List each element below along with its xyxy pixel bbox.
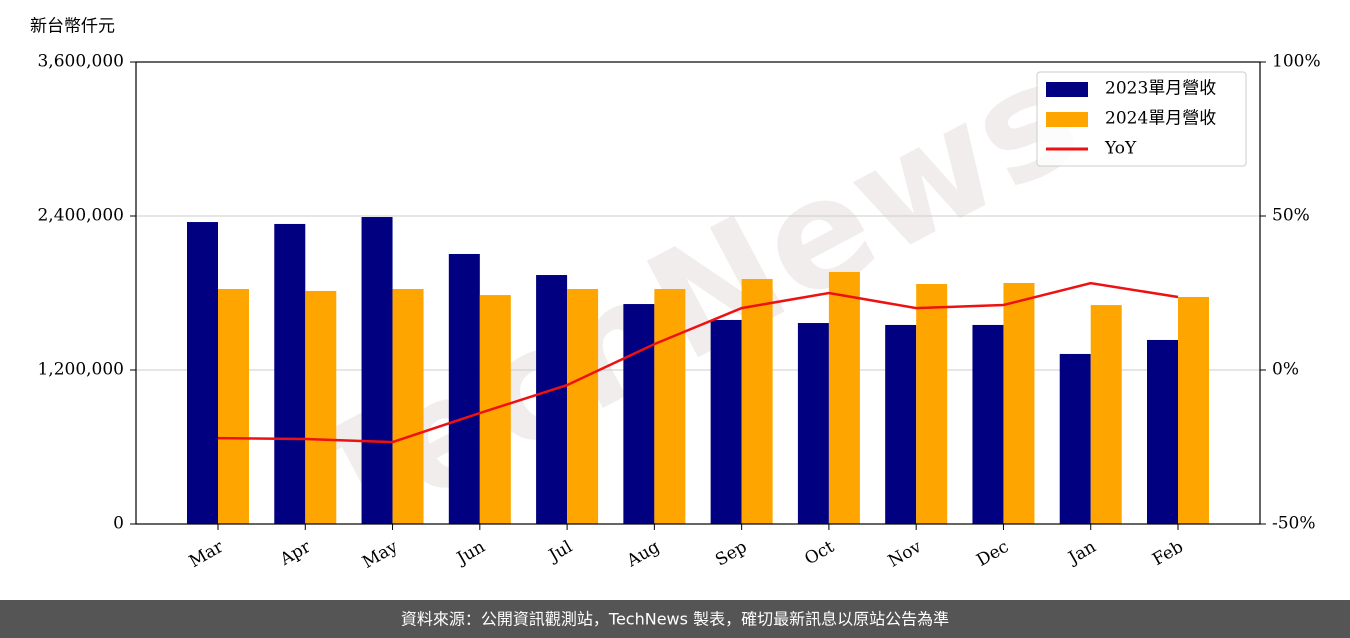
y-tick-label: 0 bbox=[113, 514, 124, 534]
footer-bar bbox=[0, 600, 1350, 638]
bar bbox=[710, 319, 742, 524]
y-tick-label: 1,200,000 bbox=[37, 360, 124, 380]
bar bbox=[392, 289, 424, 524]
x-tick-label: Sep bbox=[712, 537, 750, 571]
bar bbox=[797, 323, 829, 524]
footer: 資料來源：公開資訊觀測站，TechNews 製表，確切最新訊息以原站公告為準 bbox=[401, 610, 949, 629]
y-tick-label: 2,400,000 bbox=[37, 206, 124, 226]
x-tick-label: Dec bbox=[973, 537, 1012, 571]
bar bbox=[654, 289, 686, 524]
x-tick-label: Jan bbox=[1064, 537, 1100, 569]
bar bbox=[479, 295, 511, 524]
bar bbox=[274, 223, 306, 524]
bar bbox=[623, 304, 655, 524]
legend-label: 2024單月營收 bbox=[1105, 109, 1216, 129]
bar bbox=[828, 271, 860, 524]
bar bbox=[361, 217, 393, 524]
legend-swatch bbox=[1046, 82, 1088, 97]
x-tick-label: Mar bbox=[186, 536, 228, 572]
y2-tick-label: 0% bbox=[1272, 360, 1299, 380]
bar bbox=[536, 275, 568, 524]
y2-tick-label: 50% bbox=[1272, 206, 1310, 226]
x-tick-label: Aug bbox=[623, 537, 664, 572]
x-tick-label: Apr bbox=[276, 536, 315, 570]
bar bbox=[448, 253, 480, 524]
bar bbox=[1003, 282, 1035, 524]
x-tick-label: Jul bbox=[544, 537, 576, 567]
bar bbox=[1090, 305, 1122, 524]
line-series bbox=[217, 281, 1179, 444]
bar bbox=[187, 222, 218, 524]
y2-tick-label: -50% bbox=[1272, 514, 1316, 534]
legend-label: 2023單月營收 bbox=[1105, 79, 1216, 99]
bar bbox=[1059, 353, 1091, 524]
bar bbox=[1178, 296, 1209, 524]
bar bbox=[741, 279, 773, 524]
x-tick-label: Nov bbox=[885, 537, 925, 572]
bar bbox=[885, 324, 917, 524]
x-tick-label: Feb bbox=[1149, 537, 1187, 570]
y2-tick-label: 100% bbox=[1272, 52, 1321, 72]
plot-frame bbox=[135, 61, 1261, 525]
y-tick-label: 3,600,000 bbox=[37, 52, 124, 72]
bar bbox=[972, 324, 1004, 524]
bar bbox=[305, 290, 337, 524]
x-tick-label: Jun bbox=[452, 537, 489, 570]
bar bbox=[916, 284, 948, 524]
legend-label: YoY bbox=[1104, 139, 1137, 159]
x-tick-label: Oct bbox=[801, 537, 837, 570]
legend-box bbox=[1036, 71, 1247, 167]
bar bbox=[1147, 339, 1178, 524]
bar bbox=[218, 289, 249, 524]
bar bbox=[567, 289, 599, 524]
legend-swatch bbox=[1046, 112, 1088, 127]
y-axis-label: 新台幣仟元 bbox=[30, 17, 115, 37]
